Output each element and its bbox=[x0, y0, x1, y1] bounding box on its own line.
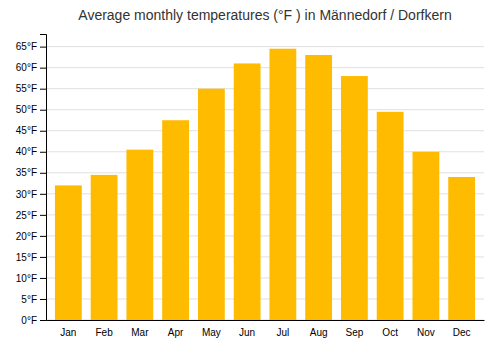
y-tick: 35°F bbox=[16, 167, 46, 178]
x-tick-label: Feb bbox=[95, 327, 113, 338]
x-tick: Jan bbox=[60, 327, 76, 338]
y-tick-label: 65°F bbox=[16, 41, 37, 52]
y-tick: 30°F bbox=[16, 189, 46, 200]
x-tick: Nov bbox=[417, 327, 435, 338]
y-tick-mark bbox=[40, 68, 46, 69]
bar bbox=[126, 150, 153, 320]
y-tick-mark bbox=[40, 215, 46, 216]
y-tick-label: 30°F bbox=[16, 189, 37, 200]
grid bbox=[46, 47, 484, 320]
y-tick-label: 45°F bbox=[16, 125, 37, 136]
y-tick-mark bbox=[40, 47, 46, 48]
y-tick: 50°F bbox=[16, 104, 46, 115]
x-tick: Feb bbox=[95, 327, 113, 338]
y-tick-mark bbox=[40, 131, 46, 132]
y-tick-mark bbox=[40, 152, 46, 153]
y-tick: 45°F bbox=[16, 125, 46, 136]
y-tick-label: 10°F bbox=[16, 273, 37, 284]
bar bbox=[448, 177, 475, 320]
bar bbox=[234, 63, 261, 320]
y-tick-mark bbox=[40, 257, 46, 258]
y-tick-label: 35°F bbox=[16, 167, 37, 178]
y-tick: 65°F bbox=[16, 41, 46, 52]
bar bbox=[55, 185, 82, 320]
grid-line bbox=[46, 130, 484, 131]
x-axis: Jan Feb Mar Apr May Jun Jul Aug Sep Oct Nov Dec bbox=[47, 321, 485, 339]
y-tick-label: 55°F bbox=[16, 83, 37, 94]
grid-line bbox=[46, 46, 484, 47]
y-tick-mark bbox=[40, 236, 46, 237]
grid-line bbox=[46, 88, 484, 89]
y-tick-mark bbox=[40, 89, 46, 90]
y-tick-label: 20°F bbox=[16, 231, 37, 242]
y-tick: 20°F bbox=[16, 231, 46, 242]
x-tick: Aug bbox=[310, 327, 328, 338]
x-tick-label: Oct bbox=[382, 327, 398, 338]
y-tick: 40°F bbox=[16, 146, 46, 157]
x-tick-label: Jan bbox=[60, 327, 76, 338]
x-tick-label: Apr bbox=[168, 327, 184, 338]
y-tick: 0°F bbox=[21, 315, 46, 326]
x-axis-line bbox=[47, 320, 485, 321]
y-tick-mark bbox=[40, 299, 46, 300]
x-tick: Apr bbox=[168, 327, 184, 338]
bar bbox=[341, 76, 368, 320]
y-tick-label: 0°F bbox=[21, 315, 37, 326]
title: Average monthly temperatures (°F ) in Mä… bbox=[78, 7, 451, 23]
x-tick-label: Dec bbox=[453, 327, 471, 338]
y-tick: 10°F bbox=[16, 273, 46, 284]
bar bbox=[305, 55, 332, 320]
y-tick-label: 5°F bbox=[21, 294, 37, 305]
y-tick: 60°F bbox=[16, 62, 46, 73]
grid-line bbox=[46, 67, 484, 68]
bar bbox=[198, 89, 225, 320]
plot: 0°F 5°F 10°F 15°F 20°F 25°F 30°F 35°F 40°F 45°F 50… bbox=[16, 35, 485, 339]
x-tick: Sep bbox=[345, 327, 363, 338]
bar bbox=[91, 175, 118, 320]
y-tick-label: 50°F bbox=[16, 104, 37, 115]
chart: 0°F 5°F 10°F 15°F 20°F 25°F 30°F 35°F 40°F 45°F 50… bbox=[0, 0, 500, 350]
bar bbox=[377, 112, 404, 320]
y-tick-mark bbox=[40, 194, 46, 195]
y-tick-label: 25°F bbox=[16, 210, 37, 221]
y-axis: 0°F 5°F 10°F 15°F 20°F 25°F 30°F 35°F 40°F 45°F 50… bbox=[16, 35, 47, 326]
bars bbox=[55, 49, 475, 320]
y-tick: 25°F bbox=[16, 210, 46, 221]
y-tick-label: 60°F bbox=[16, 62, 37, 73]
y-tick: 15°F bbox=[16, 252, 46, 263]
x-tick-label: Jul bbox=[276, 327, 289, 338]
y-tick: 55°F bbox=[16, 83, 46, 94]
x-tick: Dec bbox=[453, 327, 471, 338]
y-tick-mark bbox=[40, 320, 46, 321]
bar bbox=[269, 49, 296, 320]
x-tick: Oct bbox=[382, 327, 398, 338]
x-tick: Mar bbox=[131, 327, 149, 338]
y-tick-mark bbox=[40, 278, 46, 279]
x-tick-label: Aug bbox=[310, 327, 328, 338]
grid-line bbox=[46, 109, 484, 110]
bar bbox=[412, 152, 439, 320]
x-tick: Jul bbox=[276, 327, 289, 338]
x-tick-label: Sep bbox=[345, 327, 363, 338]
y-axis-line bbox=[40, 35, 47, 321]
y-tick-mark bbox=[40, 110, 46, 111]
x-tick: Jun bbox=[239, 327, 255, 338]
x-tick-label: Nov bbox=[417, 327, 435, 338]
y-tick-mark bbox=[40, 173, 46, 174]
x-tick-label: Mar bbox=[131, 327, 149, 338]
y-tick-label: 40°F bbox=[16, 146, 37, 157]
x-tick-label: Jun bbox=[239, 327, 255, 338]
y-tick-label: 15°F bbox=[16, 252, 37, 263]
x-tick-label: May bbox=[202, 327, 221, 338]
y-tick: 5°F bbox=[21, 294, 46, 305]
bar bbox=[162, 120, 189, 320]
x-tick: May bbox=[202, 327, 221, 338]
